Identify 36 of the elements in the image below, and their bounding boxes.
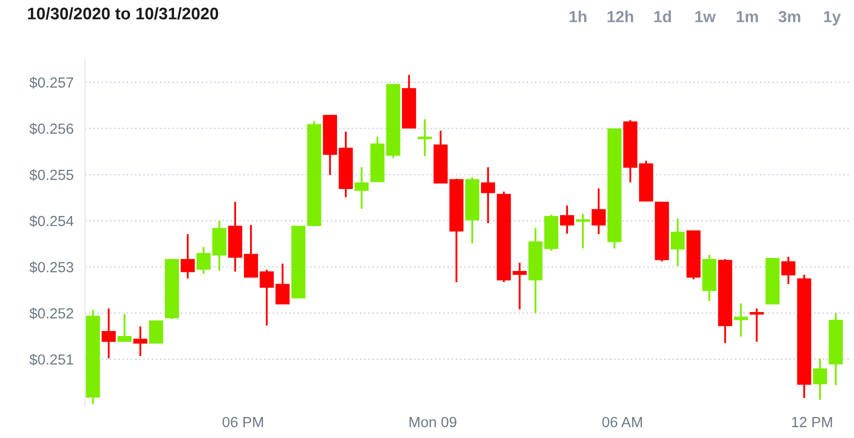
y-tick-label: $0.251	[29, 354, 74, 366]
y-tick-label: $0.256	[29, 122, 74, 135]
y-tick-label: $0.257	[29, 76, 74, 89]
text: 1d	[654, 10, 671, 22]
x-tick-label: 06 PM	[222, 416, 263, 428]
x-tick-label: Mon 09	[410, 416, 456, 428]
text: 1y	[824, 11, 841, 26]
candlestick	[592, 188, 606, 236]
y-tick-label: $0.255	[29, 169, 74, 181]
text: 1m	[736, 11, 758, 22]
candlestick	[149, 320, 164, 344]
candlestick	[196, 246, 211, 275]
chart-title: 10/30/2020 to 10/31/2020	[28, 7, 218, 20]
candlestick	[133, 326, 148, 357]
y-tick-label: $0.253	[29, 261, 74, 274]
y-tick-label: $0.254	[29, 215, 74, 228]
candlestick	[781, 256, 796, 285]
text: 1h	[570, 10, 586, 22]
candlestick	[180, 233, 195, 280]
candlestick	[812, 358, 828, 401]
y-tick-label: $0.252	[29, 308, 74, 320]
candlestick	[670, 218, 685, 267]
x-tick-label: 12 PM	[792, 416, 832, 428]
candlestick	[102, 308, 116, 360]
candlestick	[117, 313, 132, 343]
candlestick	[480, 166, 496, 224]
candlestick	[750, 308, 764, 343]
text: 3m	[778, 10, 800, 22]
candlestick	[354, 166, 369, 210]
candlestick	[734, 302, 748, 338]
text: 12h	[608, 10, 634, 22]
candlestick	[560, 204, 574, 235]
candlestick	[418, 118, 432, 158]
x-tick-label: 06 AM	[602, 416, 642, 428]
candlestick	[576, 212, 590, 250]
text: 1w	[695, 11, 716, 22]
